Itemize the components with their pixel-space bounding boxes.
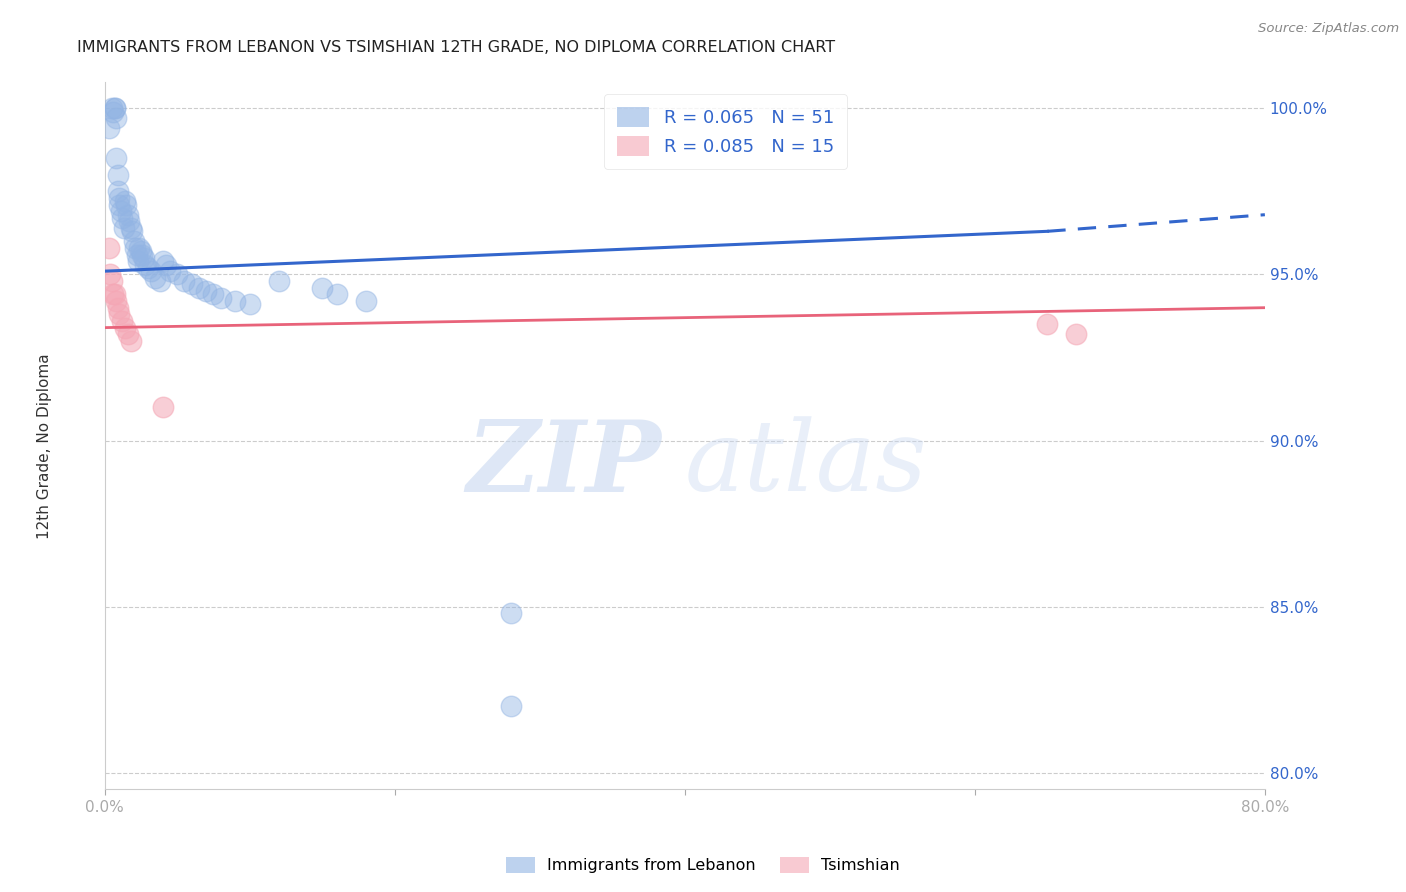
Point bbox=[111, 314, 134, 328]
Point bbox=[107, 301, 129, 315]
Point bbox=[104, 102, 127, 116]
Text: Source: ZipAtlas.com: Source: ZipAtlas.com bbox=[1258, 22, 1399, 36]
Point bbox=[103, 104, 125, 119]
Point bbox=[101, 274, 124, 288]
Point bbox=[209, 291, 232, 305]
Point bbox=[127, 254, 149, 268]
Point bbox=[152, 254, 174, 268]
Point bbox=[98, 241, 121, 255]
Point bbox=[117, 327, 139, 342]
Point bbox=[103, 287, 125, 301]
Point bbox=[105, 151, 128, 165]
Point bbox=[239, 297, 262, 311]
Point bbox=[118, 214, 141, 228]
Point bbox=[134, 258, 156, 272]
Point bbox=[311, 281, 333, 295]
Point bbox=[128, 241, 150, 255]
Point bbox=[108, 307, 131, 321]
Point bbox=[195, 284, 218, 298]
Point bbox=[136, 260, 159, 275]
Point bbox=[180, 277, 202, 292]
Legend: Immigrants from Lebanon, Tsimshian: Immigrants from Lebanon, Tsimshian bbox=[499, 850, 907, 880]
Point bbox=[104, 102, 127, 116]
Point bbox=[131, 247, 153, 261]
Text: 12th Grade, No Diploma: 12th Grade, No Diploma bbox=[38, 353, 52, 539]
Point bbox=[1066, 327, 1088, 342]
Point bbox=[117, 208, 139, 222]
Point bbox=[120, 221, 142, 235]
Point bbox=[187, 281, 209, 295]
Point bbox=[166, 268, 188, 282]
Point bbox=[100, 268, 122, 282]
Point bbox=[98, 121, 121, 136]
Point bbox=[155, 258, 177, 272]
Point bbox=[132, 251, 155, 265]
Point bbox=[499, 606, 522, 620]
Point bbox=[159, 264, 181, 278]
Point bbox=[152, 401, 174, 415]
Point bbox=[101, 102, 124, 116]
Point bbox=[149, 274, 172, 288]
Point bbox=[354, 293, 377, 308]
Legend: R = 0.065   N = 51, R = 0.085   N = 15: R = 0.065 N = 51, R = 0.085 N = 15 bbox=[605, 95, 846, 169]
Point bbox=[325, 287, 347, 301]
Point bbox=[104, 287, 127, 301]
Point bbox=[224, 293, 246, 308]
Text: ZIP: ZIP bbox=[467, 416, 662, 512]
Point bbox=[122, 234, 145, 248]
Point bbox=[120, 334, 142, 348]
Point bbox=[267, 274, 290, 288]
Text: IMMIGRANTS FROM LEBANON VS TSIMSHIAN 12TH GRADE, NO DIPLOMA CORRELATION CHART: IMMIGRANTS FROM LEBANON VS TSIMSHIAN 12T… bbox=[77, 40, 835, 55]
Point bbox=[121, 224, 143, 238]
Point bbox=[114, 194, 136, 209]
Point bbox=[129, 244, 152, 259]
Point bbox=[112, 221, 135, 235]
Text: atlas: atlas bbox=[685, 417, 928, 511]
Point bbox=[124, 241, 146, 255]
Point bbox=[499, 699, 522, 714]
Point bbox=[115, 198, 138, 212]
Point bbox=[105, 293, 128, 308]
Point bbox=[108, 198, 131, 212]
Point bbox=[145, 270, 167, 285]
Point bbox=[107, 168, 129, 182]
Point bbox=[202, 287, 225, 301]
Point bbox=[125, 247, 148, 261]
Point bbox=[114, 320, 136, 334]
Point bbox=[110, 204, 132, 219]
Point bbox=[111, 211, 134, 225]
Point bbox=[108, 191, 131, 205]
Point bbox=[173, 274, 195, 288]
Point bbox=[105, 112, 128, 126]
Point bbox=[107, 185, 129, 199]
Point bbox=[139, 264, 162, 278]
Point bbox=[1036, 318, 1059, 332]
